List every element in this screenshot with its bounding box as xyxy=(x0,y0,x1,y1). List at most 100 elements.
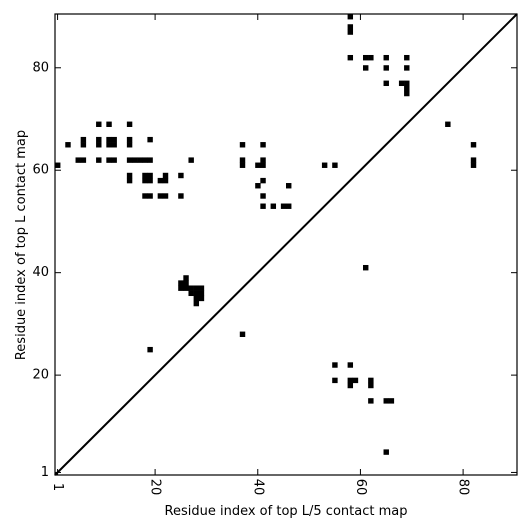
y-tick-label: 80 xyxy=(32,60,49,75)
contact-point-top-l xyxy=(255,183,261,189)
contact-point-top-l xyxy=(55,162,61,168)
contact-point-top-l xyxy=(363,54,369,61)
contact-point-top-l5 xyxy=(188,290,194,297)
contact-point-top-l xyxy=(126,121,133,127)
contact-point-top-l xyxy=(111,136,117,143)
contact-point-top-l xyxy=(142,177,148,184)
contact-point-top-l5 xyxy=(147,346,153,353)
contact-point-top-l5 xyxy=(183,280,189,286)
contact-point-top-l xyxy=(126,172,133,179)
contact-point-top-l xyxy=(162,172,169,179)
contact-point-top-l xyxy=(347,24,354,30)
contact-point-top-l xyxy=(404,54,410,61)
contact-point-top-l5 xyxy=(363,264,369,271)
contact-point-top-l xyxy=(96,142,102,148)
contact-point-top-l xyxy=(178,172,184,179)
contact-point-top-l xyxy=(132,157,138,163)
x-tick-label: 80 xyxy=(456,479,471,496)
contact-point-top-l xyxy=(383,54,389,61)
contact-point-top-l5 xyxy=(332,362,338,368)
contact-point-top-l xyxy=(126,157,133,163)
diagonal-line xyxy=(54,13,518,476)
contact-point-top-l xyxy=(255,162,261,168)
contact-point-top-l xyxy=(106,136,112,143)
contact-point-top-l xyxy=(147,193,153,199)
contact-point-top-l xyxy=(286,203,292,209)
contact-point-top-l5 xyxy=(368,398,374,404)
ticks-layer: 1 20 40 60 80 1 20 40 60 80 xyxy=(32,14,517,495)
contact-point-top-l xyxy=(286,183,292,189)
y-tick-label: 20 xyxy=(32,368,49,383)
contact-point-top-l xyxy=(260,162,266,168)
contact-point-top-l xyxy=(347,54,354,61)
contact-point-top-l5 xyxy=(347,362,354,368)
contact-point-top-l xyxy=(96,121,102,127)
contact-point-top-l xyxy=(260,142,266,148)
contact-point-top-l xyxy=(280,203,287,209)
contact-point-top-l xyxy=(162,193,169,199)
x-tick-label: 40 xyxy=(250,479,265,496)
contact-point-top-l xyxy=(470,142,477,148)
contact-point-top-l xyxy=(65,142,71,148)
contact-point-top-l xyxy=(383,65,389,71)
points-layer xyxy=(55,14,477,455)
contact-point-top-l xyxy=(80,142,87,148)
contact-point-top-l xyxy=(404,85,410,92)
contact-point-top-l xyxy=(126,142,133,148)
contact-point-top-l5 xyxy=(193,295,200,302)
contact-point-top-l5 xyxy=(193,300,200,307)
contact-point-top-l xyxy=(178,193,184,199)
contact-point-top-l xyxy=(260,193,266,199)
contact-point-top-l5 xyxy=(383,398,389,404)
contact-point-top-l xyxy=(147,177,153,184)
y-tick-label: 40 xyxy=(32,265,49,280)
contact-point-top-l5 xyxy=(193,285,200,291)
y-tick-label: 1 xyxy=(41,465,49,480)
contact-point-top-l5 xyxy=(178,285,184,291)
y-tick-label: 60 xyxy=(32,163,49,178)
contact-point-top-l xyxy=(157,193,164,199)
plot-frame xyxy=(54,13,518,476)
contact-point-top-l xyxy=(270,203,277,209)
contact-point-top-l5 xyxy=(183,285,189,291)
x-tick-label: 60 xyxy=(353,479,368,496)
contact-point-top-l xyxy=(106,142,112,148)
contact-point-top-l xyxy=(75,157,81,163)
contact-point-top-l5 xyxy=(198,295,205,302)
contact-point-top-l xyxy=(96,157,102,163)
contact-point-top-l xyxy=(260,177,266,184)
contact-point-top-l xyxy=(111,142,117,148)
contact-point-top-l5 xyxy=(347,382,354,389)
contact-point-top-l5 xyxy=(183,275,189,281)
contact-point-top-l xyxy=(142,157,148,163)
contact-point-top-l xyxy=(162,177,169,184)
x-tick-label: 1 xyxy=(50,483,65,491)
contact-point-top-l xyxy=(80,136,87,143)
contact-point-top-l xyxy=(470,162,477,168)
contact-point-top-l5 xyxy=(239,331,246,337)
x-tick-label: 20 xyxy=(148,479,163,496)
contact-point-top-l xyxy=(142,193,148,199)
contact-point-top-l5 xyxy=(383,449,389,455)
contact-point-top-l xyxy=(111,157,117,163)
contact-point-top-l5 xyxy=(178,280,184,286)
contact-point-top-l xyxy=(147,136,153,143)
contact-point-top-l xyxy=(332,162,338,168)
contact-point-top-l xyxy=(126,177,133,184)
contact-point-top-l5 xyxy=(193,290,200,297)
contact-point-top-l xyxy=(126,136,133,143)
contact-point-top-l xyxy=(106,121,112,127)
contact-point-top-l xyxy=(404,80,410,87)
contact-point-top-l xyxy=(147,172,153,179)
contact-point-top-l xyxy=(137,157,143,163)
contact-point-top-l xyxy=(321,162,328,168)
contact-point-top-l xyxy=(368,54,374,61)
contact-point-top-l5 xyxy=(368,382,374,389)
contact-point-top-l xyxy=(80,157,87,163)
contact-point-top-l5 xyxy=(198,285,205,291)
contact-point-top-l xyxy=(445,121,451,127)
contact-point-top-l xyxy=(106,157,112,163)
contact-point-top-l xyxy=(260,157,266,163)
contact-point-top-l xyxy=(347,14,354,20)
